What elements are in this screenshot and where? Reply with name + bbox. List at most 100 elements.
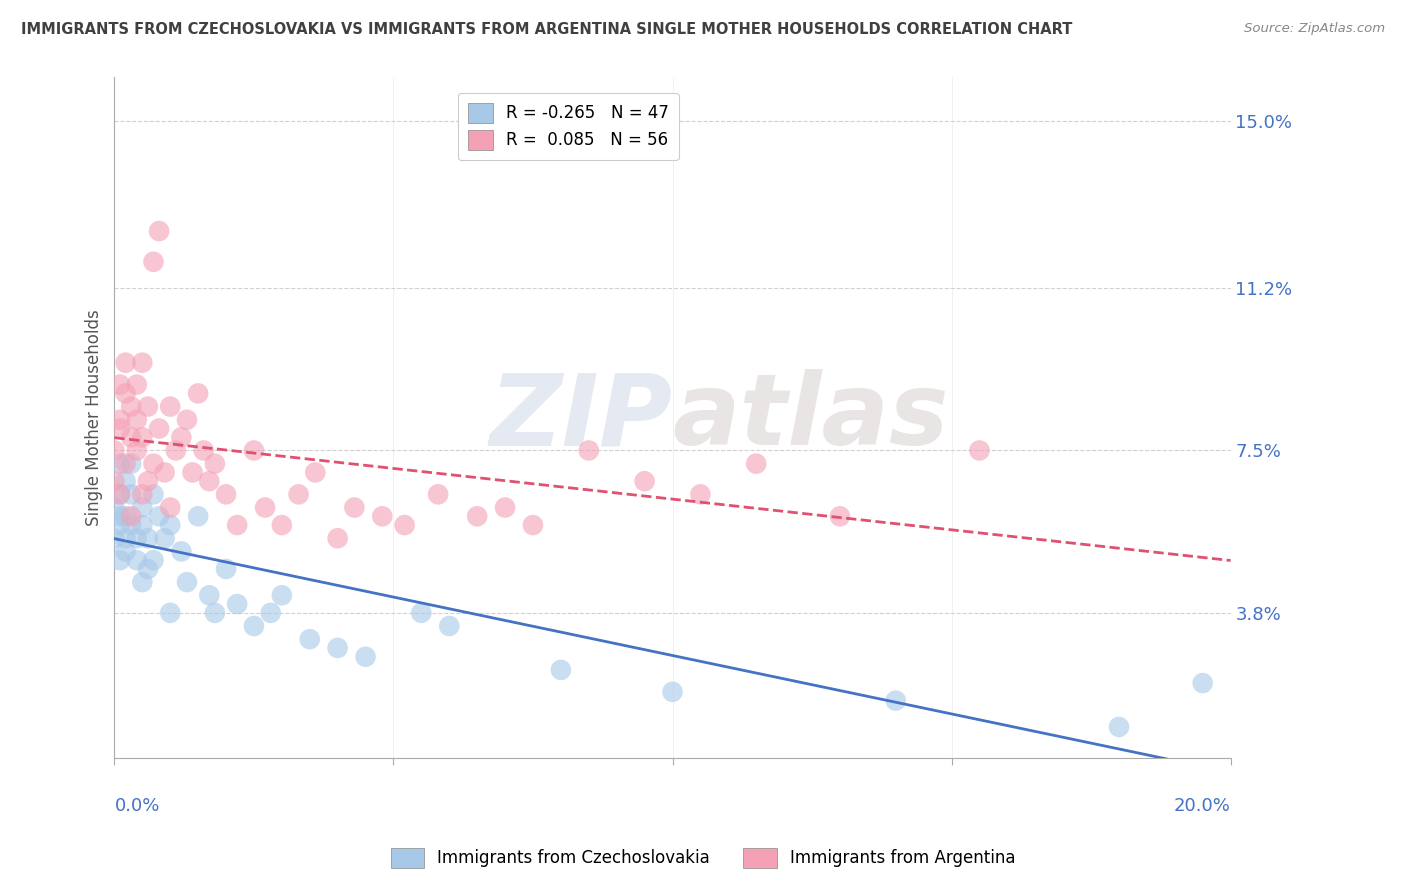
Point	[108, 509, 131, 524]
Point	[103, 531, 125, 545]
Point	[828, 509, 851, 524]
Point	[465, 509, 488, 524]
Point	[176, 413, 198, 427]
Legend: R = -0.265   N = 47, R =  0.085   N = 56: R = -0.265 N = 47, R = 0.085 N = 56	[457, 93, 679, 160]
Point	[439, 619, 461, 633]
Point	[1191, 676, 1213, 690]
Point	[125, 443, 148, 458]
Point	[131, 356, 153, 370]
Point	[125, 377, 148, 392]
Point	[108, 553, 131, 567]
Point	[181, 466, 204, 480]
Point	[108, 457, 131, 471]
Point	[131, 518, 153, 533]
Point	[176, 575, 198, 590]
Legend: Immigrants from Czechoslovakia, Immigrants from Argentina: Immigrants from Czechoslovakia, Immigran…	[384, 841, 1022, 875]
Point	[226, 518, 249, 533]
Point	[260, 606, 283, 620]
Point	[204, 457, 226, 471]
Point	[148, 224, 170, 238]
Point	[522, 518, 544, 533]
Point	[326, 640, 349, 655]
Point	[142, 254, 165, 268]
Point	[108, 377, 131, 392]
Point	[550, 663, 572, 677]
Point	[243, 619, 266, 633]
Text: ZIP: ZIP	[489, 369, 672, 466]
Point	[142, 487, 165, 501]
Point	[136, 400, 159, 414]
Point	[153, 531, 176, 545]
Point	[114, 474, 136, 488]
Point	[114, 531, 136, 545]
Point	[114, 457, 136, 471]
Point	[494, 500, 516, 515]
Text: 20.0%: 20.0%	[1174, 797, 1230, 814]
Point	[136, 531, 159, 545]
Point	[187, 509, 209, 524]
Point	[198, 474, 221, 488]
Point	[120, 400, 142, 414]
Point	[884, 693, 907, 707]
Point	[298, 632, 321, 647]
Text: atlas: atlas	[672, 369, 949, 466]
Point	[254, 500, 277, 515]
Point	[170, 430, 193, 444]
Point	[159, 518, 181, 533]
Point	[148, 509, 170, 524]
Point	[661, 685, 683, 699]
Text: Source: ZipAtlas.com: Source: ZipAtlas.com	[1244, 22, 1385, 36]
Point	[108, 413, 131, 427]
Point	[108, 487, 131, 501]
Point	[125, 413, 148, 427]
Point	[159, 500, 181, 515]
Point	[745, 457, 768, 471]
Point	[120, 457, 142, 471]
Point	[354, 649, 377, 664]
Point	[969, 443, 991, 458]
Point	[136, 474, 159, 488]
Point	[1108, 720, 1130, 734]
Point	[120, 487, 142, 501]
Point	[427, 487, 450, 501]
Point	[226, 597, 249, 611]
Point	[578, 443, 600, 458]
Text: 0.0%: 0.0%	[114, 797, 160, 814]
Point	[131, 500, 153, 515]
Point	[108, 487, 131, 501]
Point	[371, 509, 394, 524]
Point	[148, 421, 170, 435]
Point	[131, 575, 153, 590]
Point	[343, 500, 366, 515]
Point	[270, 518, 292, 533]
Point	[165, 443, 187, 458]
Point	[193, 443, 215, 458]
Point	[304, 466, 326, 480]
Point	[114, 356, 136, 370]
Point	[287, 487, 309, 501]
Point	[204, 606, 226, 620]
Point	[198, 588, 221, 602]
Point	[114, 386, 136, 401]
Point	[125, 531, 148, 545]
Y-axis label: Single Mother Households: Single Mother Households	[86, 310, 103, 526]
Point	[243, 443, 266, 458]
Point	[159, 606, 181, 620]
Point	[689, 487, 711, 501]
Point	[103, 443, 125, 458]
Point	[187, 386, 209, 401]
Point	[114, 544, 136, 558]
Point	[326, 531, 349, 545]
Point	[120, 518, 142, 533]
Point	[103, 474, 125, 488]
Point	[103, 500, 125, 515]
Point	[142, 553, 165, 567]
Point	[142, 457, 165, 471]
Point	[215, 562, 238, 576]
Point	[153, 466, 176, 480]
Point	[411, 606, 433, 620]
Point	[120, 509, 142, 524]
Point	[108, 518, 131, 533]
Point	[114, 509, 136, 524]
Point	[125, 553, 148, 567]
